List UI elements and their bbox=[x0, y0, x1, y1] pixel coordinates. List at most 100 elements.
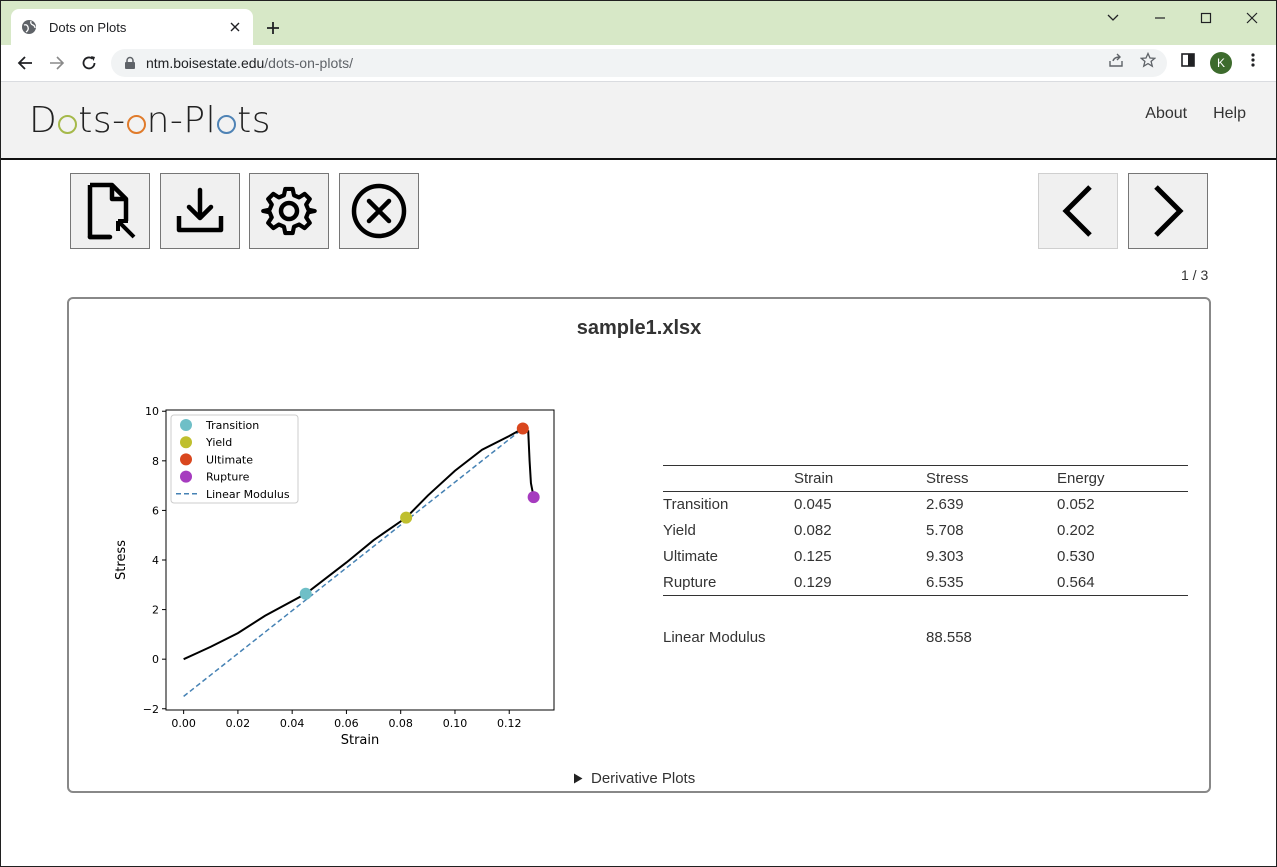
table-cell: 0.202 bbox=[1057, 522, 1095, 539]
window-close-icon[interactable] bbox=[1229, 7, 1275, 29]
table-cell: Ultimate bbox=[663, 548, 719, 565]
download-button[interactable] bbox=[160, 173, 240, 249]
table-cell: 0.530 bbox=[1057, 548, 1095, 565]
logo-dot bbox=[217, 114, 237, 134]
next-button[interactable] bbox=[1128, 173, 1208, 249]
bookmark-star-icon[interactable] bbox=[1139, 51, 1157, 69]
data-point-yield bbox=[400, 511, 413, 524]
close-circle-icon bbox=[351, 183, 407, 239]
clear-button[interactable] bbox=[339, 173, 419, 249]
tab-title: Dots on Plots bbox=[49, 19, 127, 35]
chevron-left-icon bbox=[1062, 185, 1092, 237]
tab-close-icon[interactable] bbox=[227, 19, 243, 35]
new-tab-icon[interactable] bbox=[261, 16, 285, 40]
nav-help-link[interactable]: Help bbox=[1213, 105, 1246, 122]
url-path: /dots-on-plots/ bbox=[264, 55, 354, 71]
table-cell: Transition bbox=[663, 496, 729, 514]
table-cell: 0.082 bbox=[794, 522, 832, 539]
column-header: Strain bbox=[794, 470, 834, 487]
derivative-plots-label: Derivative Plots bbox=[591, 770, 696, 787]
logo-text: D bbox=[29, 99, 58, 141]
page-indicator: 1 / 3 bbox=[1181, 267, 1209, 283]
x-tick-label: 0.02 bbox=[226, 717, 251, 730]
lock-icon bbox=[125, 56, 135, 69]
legend-label: Transition bbox=[205, 419, 259, 432]
modulus-value: 88.558 bbox=[926, 629, 972, 646]
legend-marker bbox=[180, 436, 192, 449]
stress-strain-curve bbox=[183, 427, 535, 661]
y-tick-label: 10 bbox=[145, 405, 159, 418]
browser-tab[interactable]: Dots on Plots bbox=[11, 9, 253, 45]
logo-dot bbox=[126, 114, 146, 134]
x-tick-label: 0.12 bbox=[497, 717, 522, 730]
legend-box bbox=[170, 414, 299, 504]
x-tick-label: 0.04 bbox=[280, 717, 305, 730]
triangle-right-icon bbox=[574, 773, 583, 784]
table-cell: 2.639 bbox=[926, 496, 964, 514]
column-header bbox=[663, 466, 794, 492]
forward-arrow-icon[interactable] bbox=[45, 51, 69, 75]
table-cell: 0.052 bbox=[1057, 496, 1095, 514]
more-menu-icon[interactable] bbox=[1244, 51, 1262, 69]
reload-icon[interactable] bbox=[77, 51, 101, 75]
y-tick-label: 2 bbox=[152, 604, 159, 617]
browser-toolbar: ntm.boisestate.edu/dots-on-plots/ K bbox=[1, 45, 1276, 82]
back-arrow-icon[interactable] bbox=[13, 51, 37, 75]
table-cell: 5.708 bbox=[926, 522, 964, 539]
table-cell: 0.129 bbox=[794, 573, 832, 591]
legend-marker bbox=[180, 453, 192, 466]
legend-label: Linear Modulus bbox=[206, 488, 290, 501]
table-cell: Rupture bbox=[663, 573, 717, 591]
y-tick-label: 0 bbox=[152, 653, 159, 666]
side-panel-icon[interactable] bbox=[1179, 51, 1197, 69]
y-tick-label: 6 bbox=[152, 504, 159, 517]
legend-label: Ultimate bbox=[206, 453, 253, 466]
profile-avatar[interactable]: K bbox=[1210, 52, 1232, 74]
table-row: Transition 0.045 2.639 0.052 bbox=[663, 492, 1188, 518]
table-cell: 9.303 bbox=[926, 548, 964, 565]
globe-icon bbox=[22, 20, 36, 34]
gear-icon bbox=[261, 186, 317, 236]
column-header: Stress bbox=[926, 470, 969, 487]
table-cell: 0.125 bbox=[794, 548, 832, 565]
legend-marker bbox=[180, 470, 192, 483]
share-icon[interactable] bbox=[1107, 51, 1125, 69]
column-header: Energy bbox=[1057, 470, 1105, 487]
open-file-button[interactable] bbox=[70, 173, 150, 249]
header-nav: About Help bbox=[1145, 105, 1246, 123]
derivative-plots-toggle[interactable]: Derivative Plots bbox=[573, 770, 695, 787]
table-cell: 0.045 bbox=[794, 496, 832, 514]
maximize-icon[interactable] bbox=[1183, 7, 1229, 29]
minimize-icon[interactable] bbox=[1137, 7, 1183, 29]
x-tick-label: 0.08 bbox=[388, 717, 413, 730]
file-title: sample1.xlsx bbox=[576, 317, 702, 339]
address-bar[interactable]: ntm.boisestate.edu/dots-on-plots/ bbox=[111, 49, 1167, 77]
legend-label: Rupture bbox=[206, 471, 250, 484]
logo-text: ts- bbox=[78, 99, 126, 141]
table-row: Ultimate 0.125 9.303 0.530 bbox=[663, 544, 1188, 570]
download-icon bbox=[176, 187, 224, 233]
table-row: Yield 0.082 5.708 0.202 bbox=[663, 518, 1188, 544]
url-host: ntm.boisestate.edu bbox=[146, 55, 265, 71]
nav-about-link[interactable]: About bbox=[1145, 105, 1188, 122]
result-card: sample1.xlsx 0.00 0.02 0.04 0.06 0.08 0.10 0.1… bbox=[67, 297, 1211, 793]
y-tick-label: 8 bbox=[152, 455, 159, 468]
table-cell: 6.535 bbox=[926, 573, 964, 591]
previous-button[interactable] bbox=[1038, 173, 1118, 249]
x-tick-label: 0.10 bbox=[443, 717, 468, 730]
y-tick-label: −2 bbox=[143, 703, 159, 716]
table-header-row: Strain Stress Energy bbox=[663, 465, 1188, 492]
browser-titlebar: Dots on Plots bbox=[1, 1, 1276, 45]
table-cell: 0.564 bbox=[1057, 573, 1095, 591]
table-cell: Yield bbox=[663, 522, 696, 539]
stress-strain-chart: 0.00 0.02 0.04 0.06 0.08 0.10 0.12 −2 0 2 4 6 8 10 Str… bbox=[114, 405, 555, 748]
settings-button[interactable] bbox=[249, 173, 329, 249]
legend-label: Yield bbox=[205, 436, 232, 449]
data-point-ultimate bbox=[516, 422, 529, 435]
data-point-transition bbox=[299, 587, 312, 600]
chevron-right-icon bbox=[1154, 185, 1184, 237]
results-table: Strain Stress Energy Transition 0.045 2.… bbox=[663, 465, 1188, 596]
tab-search-icon[interactable] bbox=[1090, 7, 1136, 29]
